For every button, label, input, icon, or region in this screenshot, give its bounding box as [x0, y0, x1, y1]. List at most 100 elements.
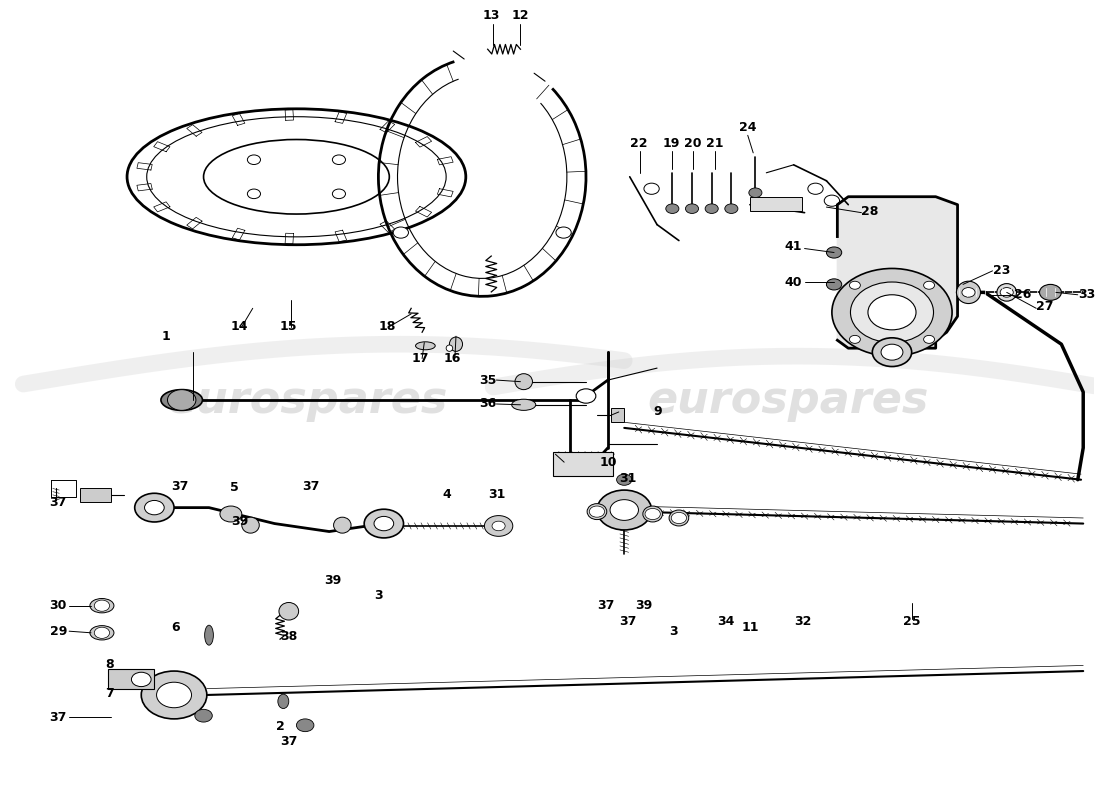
Text: 39: 39 — [231, 514, 249, 528]
Circle shape — [849, 282, 860, 290]
Circle shape — [671, 513, 686, 523]
Text: 37: 37 — [50, 710, 67, 724]
Circle shape — [924, 335, 935, 343]
Text: 12: 12 — [512, 10, 529, 22]
Circle shape — [849, 335, 860, 343]
Text: 16: 16 — [444, 352, 461, 365]
Circle shape — [95, 600, 110, 611]
Circle shape — [610, 500, 638, 520]
Bar — [750, 197, 802, 211]
Circle shape — [393, 227, 408, 238]
Text: 9: 9 — [653, 406, 662, 418]
Circle shape — [590, 506, 605, 517]
Text: 36: 36 — [480, 398, 496, 410]
Text: 32: 32 — [794, 615, 811, 628]
Circle shape — [484, 515, 513, 536]
Circle shape — [332, 189, 345, 198]
Circle shape — [156, 682, 191, 708]
Text: 31: 31 — [619, 472, 636, 485]
Ellipse shape — [333, 517, 351, 533]
Text: 30: 30 — [50, 599, 67, 612]
Text: 41: 41 — [785, 241, 802, 254]
Circle shape — [924, 282, 935, 290]
Circle shape — [296, 719, 314, 732]
Text: 28: 28 — [861, 205, 879, 218]
Text: 20: 20 — [684, 137, 702, 150]
Ellipse shape — [90, 598, 114, 613]
Bar — [80, 488, 111, 502]
Text: 21: 21 — [706, 137, 724, 150]
Text: 37: 37 — [50, 495, 67, 509]
Text: 4: 4 — [443, 487, 452, 501]
Text: 26: 26 — [1014, 288, 1032, 302]
Ellipse shape — [669, 510, 689, 526]
Text: eurospares: eurospares — [648, 378, 928, 422]
Circle shape — [364, 510, 404, 538]
Circle shape — [144, 501, 164, 515]
Text: 17: 17 — [411, 352, 429, 365]
Text: 37: 37 — [280, 734, 297, 748]
Ellipse shape — [447, 345, 453, 351]
Text: 10: 10 — [600, 456, 617, 469]
Circle shape — [868, 294, 916, 330]
Circle shape — [881, 344, 903, 360]
Circle shape — [666, 204, 679, 214]
Circle shape — [1000, 287, 1013, 297]
Circle shape — [141, 671, 207, 719]
Polygon shape — [837, 197, 958, 348]
Text: 15: 15 — [280, 320, 297, 333]
Text: 37: 37 — [170, 479, 188, 493]
Circle shape — [220, 506, 242, 522]
Text: 18: 18 — [378, 320, 396, 333]
Bar — [612, 408, 625, 422]
Text: 29: 29 — [50, 625, 67, 638]
Ellipse shape — [512, 399, 536, 410]
Text: 37: 37 — [619, 615, 636, 628]
Text: 14: 14 — [231, 320, 249, 333]
Text: 31: 31 — [487, 487, 505, 501]
Ellipse shape — [123, 107, 470, 246]
Text: 39: 39 — [323, 574, 341, 587]
Circle shape — [685, 204, 698, 214]
Circle shape — [749, 188, 762, 198]
Ellipse shape — [416, 342, 436, 350]
Circle shape — [556, 227, 571, 238]
Ellipse shape — [90, 626, 114, 640]
Circle shape — [248, 189, 261, 198]
Text: 27: 27 — [1036, 300, 1054, 314]
Circle shape — [826, 247, 842, 258]
Text: 6: 6 — [170, 621, 179, 634]
Text: 38: 38 — [280, 630, 297, 643]
Text: 7: 7 — [106, 687, 114, 700]
Circle shape — [597, 490, 651, 530]
Circle shape — [248, 155, 261, 165]
Circle shape — [617, 474, 631, 486]
Circle shape — [167, 390, 196, 410]
Circle shape — [725, 204, 738, 214]
Ellipse shape — [205, 626, 213, 645]
Ellipse shape — [587, 504, 607, 519]
Ellipse shape — [997, 284, 1016, 301]
Ellipse shape — [242, 517, 260, 533]
Text: 5: 5 — [230, 481, 239, 494]
Circle shape — [492, 521, 505, 530]
Text: 40: 40 — [785, 275, 802, 289]
Circle shape — [374, 516, 394, 530]
Ellipse shape — [957, 282, 980, 303]
Text: 1: 1 — [162, 330, 170, 342]
Text: 34: 34 — [717, 615, 735, 628]
Text: 11: 11 — [741, 621, 759, 634]
Text: 2: 2 — [276, 720, 285, 734]
Text: 25: 25 — [903, 615, 921, 628]
Circle shape — [95, 627, 110, 638]
Ellipse shape — [279, 602, 298, 620]
Circle shape — [131, 672, 151, 686]
Circle shape — [645, 509, 660, 519]
Text: 19: 19 — [662, 137, 680, 150]
Circle shape — [644, 183, 659, 194]
Ellipse shape — [161, 390, 202, 410]
Ellipse shape — [642, 506, 662, 522]
Circle shape — [576, 389, 596, 403]
Text: 3: 3 — [374, 589, 383, 602]
Text: 24: 24 — [739, 121, 757, 134]
